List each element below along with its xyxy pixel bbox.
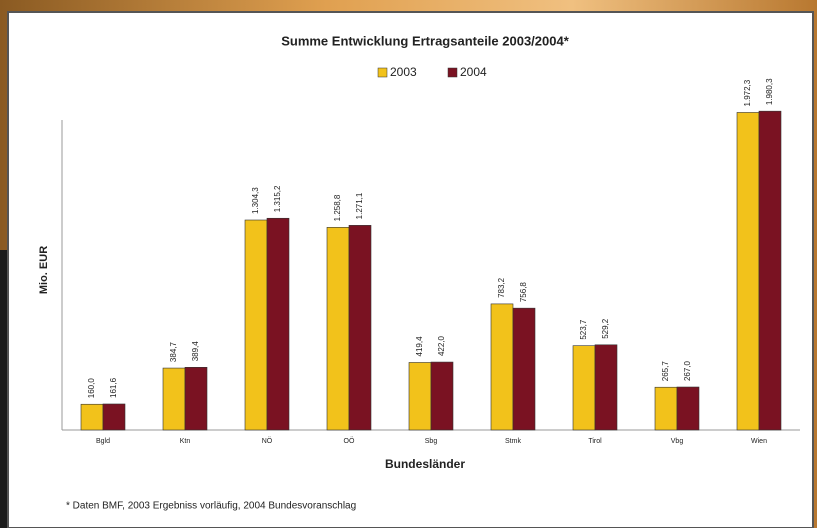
bar — [348, 225, 372, 431]
x-tick-label: NÖ — [262, 437, 273, 445]
x-tick-label: Wien — [751, 438, 767, 445]
bar — [676, 386, 700, 431]
bar — [408, 362, 432, 431]
value-label: 1.315,2 — [273, 185, 282, 212]
bar — [572, 345, 596, 431]
value-label: 419,4 — [415, 336, 424, 357]
bar — [512, 307, 536, 431]
value-label: 1.972,3 — [743, 79, 752, 106]
x-tick-label: Bgld — [96, 438, 110, 445]
left-edge — [0, 250, 10, 528]
bar — [490, 303, 514, 431]
value-label: 756,8 — [519, 282, 528, 303]
legend-label: 2004 — [460, 65, 487, 79]
value-label: 1.980,3 — [765, 78, 774, 105]
bar — [736, 112, 760, 431]
footnote: * Daten BMF, 2003 Ergebniss vorläufig, 2… — [66, 501, 356, 512]
value-label: 160,0 — [87, 378, 96, 399]
x-tick-label: Vbg — [671, 438, 684, 445]
bar — [80, 403, 104, 431]
value-label: 1.304,3 — [251, 187, 260, 214]
bar — [654, 386, 678, 431]
legend-label: 2003 — [390, 65, 417, 79]
value-label: 161,6 — [109, 377, 118, 398]
legend-swatch — [447, 67, 458, 78]
value-label: 389,4 — [191, 341, 200, 362]
x-tick-label: Stmk — [505, 438, 521, 445]
bar — [244, 219, 268, 431]
chart-title: Summe Entwicklung Ertragsanteile 2003/20… — [281, 33, 570, 48]
x-axis-label: Bundesländer — [385, 457, 465, 471]
y-axis-label: Mio. EUR — [38, 246, 50, 294]
bar — [162, 367, 186, 431]
bar — [266, 217, 290, 431]
x-tick-label: Tirol — [588, 438, 602, 445]
value-label: 1.258,8 — [333, 194, 342, 221]
value-label: 529,2 — [601, 318, 610, 339]
legend-swatch — [377, 67, 388, 78]
value-label: 1.271,1 — [355, 192, 364, 219]
bar — [184, 367, 208, 431]
chart-panel — [7, 11, 814, 528]
bar — [102, 403, 126, 431]
value-label: 783,2 — [497, 277, 506, 298]
bar — [326, 227, 350, 431]
x-tick-label: Sbg — [425, 438, 438, 445]
value-label: 267,0 — [683, 360, 692, 381]
value-label: 422,0 — [437, 335, 446, 356]
bar — [430, 361, 454, 431]
bar — [594, 344, 618, 431]
value-label: 523,7 — [579, 319, 588, 340]
bar — [758, 110, 782, 431]
value-label: 265,7 — [661, 361, 670, 382]
x-tick-label: Ktn — [180, 438, 191, 445]
x-tick-label: OÖ — [344, 437, 355, 445]
value-label: 384,7 — [169, 341, 178, 362]
